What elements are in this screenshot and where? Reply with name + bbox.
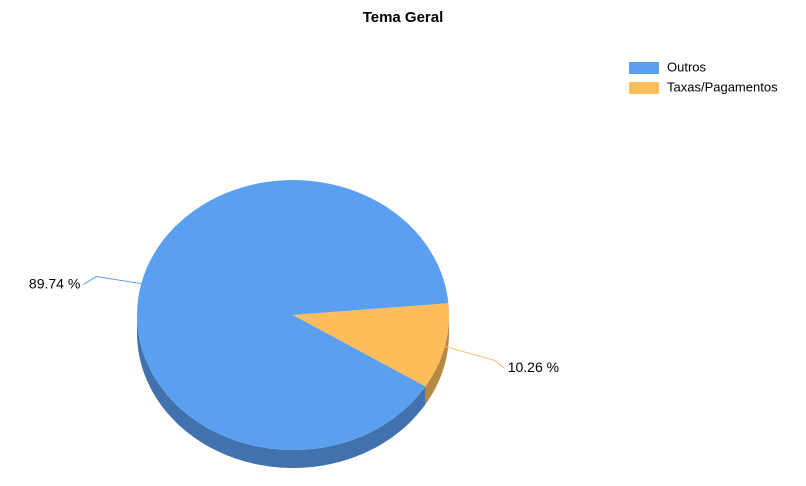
chart-title: Tema Geral: [363, 9, 444, 26]
data-label: 10.26 %: [508, 359, 559, 375]
legend-swatch: [629, 62, 659, 74]
legend-label: Taxas/Pagamentos: [667, 79, 778, 94]
leader-line: [83, 276, 142, 285]
legend-label: Outros: [667, 59, 707, 74]
slice-side: [137, 315, 426, 468]
legend-swatch: [629, 82, 659, 94]
slice: [137, 179, 449, 450]
slice-side: [425, 315, 449, 405]
leader-line: [444, 345, 506, 369]
slice: [293, 303, 449, 387]
data-label: 89.74 %: [29, 275, 80, 291]
